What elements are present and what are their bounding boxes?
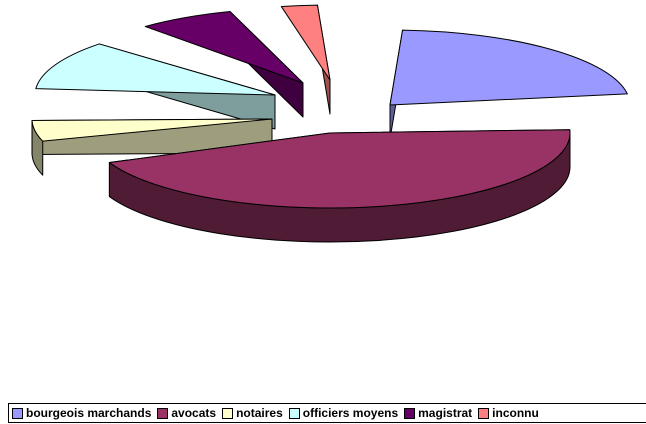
pie-slice-2 — [31, 118, 273, 176]
legend-item: bourgeois marchands — [12, 406, 151, 420]
legend-swatch — [404, 407, 416, 419]
pie-slice-top-5 — [280, 4, 331, 81]
legend: bourgeois marchands avocats notaires offici… — [8, 403, 646, 423]
pie-slice-1 — [108, 129, 571, 243]
pie-slice-top-0 — [389, 29, 628, 106]
legend-label: officiers moyens — [302, 406, 399, 420]
legend-swatch — [222, 407, 234, 419]
legend-label: magistrat — [418, 406, 473, 420]
legend-swatch — [288, 407, 300, 419]
legend-item: officiers moyens — [288, 406, 399, 420]
legend-item: notaires — [222, 406, 283, 420]
pie-slice-top-4 — [144, 11, 304, 84]
pie-slice-4 — [144, 11, 304, 118]
legend-label: inconnu — [492, 406, 539, 420]
pie-slice-top-1 — [108, 129, 571, 209]
pie-slice-top-3 — [35, 43, 276, 96]
legend-item: inconnu — [478, 406, 539, 420]
pie-slice-3 — [35, 43, 276, 130]
legend-item: avocats — [157, 406, 216, 420]
legend-swatch — [157, 407, 169, 419]
legend-swatch — [12, 407, 23, 419]
pie-slice-0 — [389, 29, 628, 140]
legend-label: bourgeois marchands — [26, 406, 152, 420]
legend-item: magistrat — [404, 406, 472, 420]
pie-slice-top-2 — [31, 118, 273, 142]
legend-swatch — [478, 407, 490, 419]
pie-slice-5 — [280, 4, 331, 115]
legend-label: avocats — [171, 406, 217, 420]
legend-label: notaires — [236, 406, 283, 420]
